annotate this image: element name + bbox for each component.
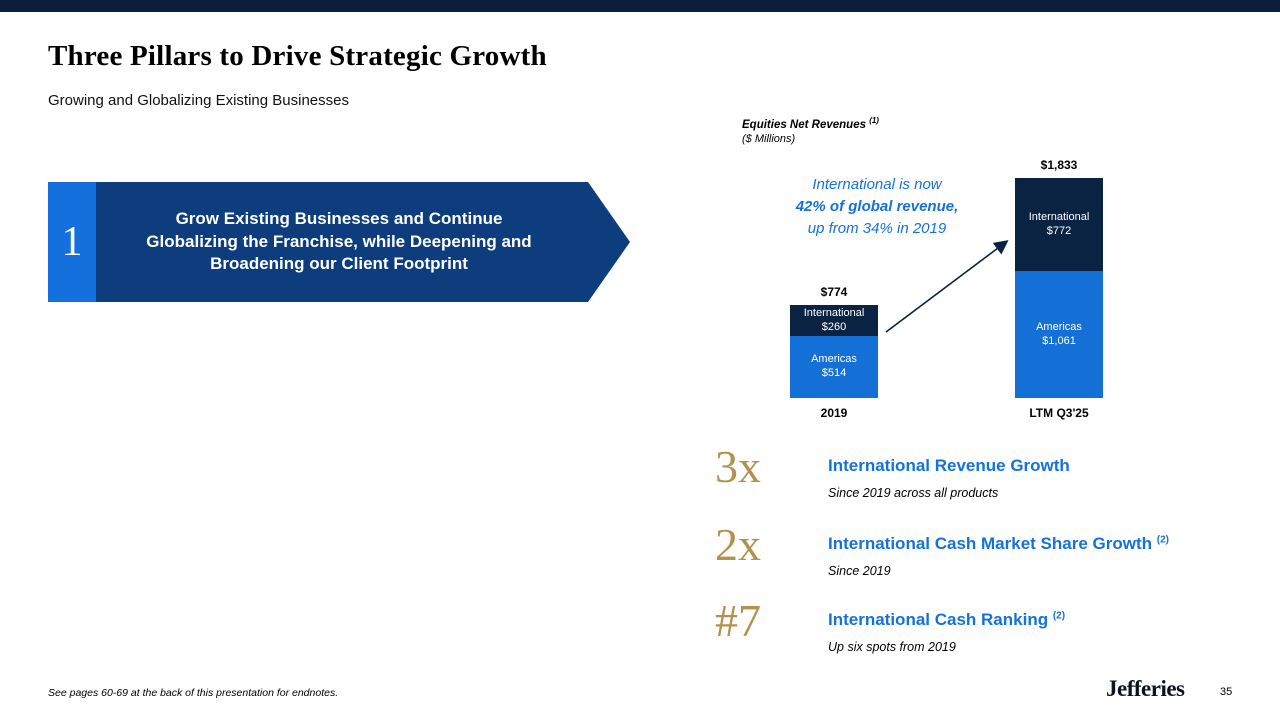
chart-title-superscript: (1) <box>869 116 879 125</box>
bar-total-2019: $774 <box>820 285 848 299</box>
stat-row-cash-ranking: #7 International Cash Ranking (2) Up six… <box>715 595 1255 662</box>
slide-title: Three Pillars to Drive Strategic Growth <box>48 40 547 73</box>
axis-label-2019: 2019 <box>820 406 848 420</box>
chart-units-label: ($ Millions) <box>742 132 796 145</box>
segment-series-label: Americas <box>1036 320 1082 333</box>
stat-row-revenue-growth: 3x International Revenue Growth Since 20… <box>715 441 1255 508</box>
annotation-line-3: up from 34% in 2019 <box>807 220 947 237</box>
stat-title-text: International Cash Ranking <box>828 610 1049 629</box>
chart-title-text: Equities Net Revenues <box>742 118 866 131</box>
stat-row-market-share-growth: 2x International Cash Market Share Growt… <box>715 519 1255 586</box>
segment-value-label: $260 <box>821 320 847 333</box>
stat-subtext: Since 2019 across all products <box>828 486 999 500</box>
stat-title-superscript: (2) <box>1156 534 1169 546</box>
stat-value: 3x <box>715 441 761 492</box>
stat-title: International Cash Ranking (2) <box>828 610 1065 630</box>
stacked-bar-ltm-q325: International $772 Americas $1,061 <box>1015 178 1103 398</box>
segment-series-label: International <box>803 306 865 319</box>
trend-arrow-icon <box>885 240 1009 333</box>
pillar-arrow-shape: Grow Existing Businesses and Continue Gl… <box>96 182 630 302</box>
stat-title-superscript: (2) <box>1052 610 1066 622</box>
slide-subtitle: Growing and Globalizing Existing Busines… <box>48 92 349 109</box>
bar-segment-americas: Americas $1,061 <box>1015 271 1103 398</box>
stat-title: International Revenue Growth <box>828 456 1070 476</box>
stat-subtext: Up six spots from 2019 <box>828 640 956 654</box>
stacked-bar-2019: International $260 Americas $514 <box>790 305 878 398</box>
page-number: 35 <box>1220 686 1233 698</box>
pillar-number: 1 <box>61 219 83 265</box>
chart-title: Equities Net Revenues (1) <box>742 116 879 131</box>
stat-value: #7 <box>715 595 761 646</box>
bar-total-ltm: $1,833 <box>1040 158 1078 172</box>
slide-title-text: Three Pillars to Drive Strategic Growth <box>48 40 547 72</box>
bar-segment-international: International $772 <box>1015 178 1103 271</box>
pillar-text: Grow Existing Businesses and Continue Gl… <box>146 208 532 274</box>
footnote: See pages 60-69 at the back of this pres… <box>48 687 339 699</box>
pillar-number-box: 1 <box>48 182 96 302</box>
top-accent-bar <box>0 0 1280 12</box>
stat-title: International Cash Market Share Growth (… <box>828 534 1169 554</box>
axis-label-ltm-q325: LTM Q3'25 <box>1029 406 1089 420</box>
pillar-banner: 1 Grow Existing Businesses and Continue … <box>48 182 630 302</box>
stat-subtext: Since 2019 <box>828 564 891 578</box>
stat-title-text: International Cash Market Share Growth <box>828 534 1153 553</box>
stat-title-text: International Revenue Growth <box>828 456 1070 475</box>
segment-value-label: $1,061 <box>1042 334 1076 347</box>
segment-series-label: Americas <box>811 353 857 366</box>
annotation-line-1: International is now <box>812 176 942 193</box>
bar-segment-international: International $260 <box>790 305 878 336</box>
segment-value-label: $772 <box>1046 224 1072 237</box>
segment-value-label: $514 <box>821 367 847 379</box>
annotation-line-2: 42% of global revenue, <box>795 198 959 215</box>
brand-logo: Jefferies <box>1106 676 1185 701</box>
bar-segment-americas: Americas $514 <box>790 336 878 398</box>
segment-series-label: International <box>1028 210 1090 223</box>
stat-value: 2x <box>715 519 761 570</box>
chart-header: Equities Net Revenues (1) ($ Millions) <box>742 116 879 145</box>
chart-annotation: International is now 42% of global reven… <box>742 174 1012 240</box>
